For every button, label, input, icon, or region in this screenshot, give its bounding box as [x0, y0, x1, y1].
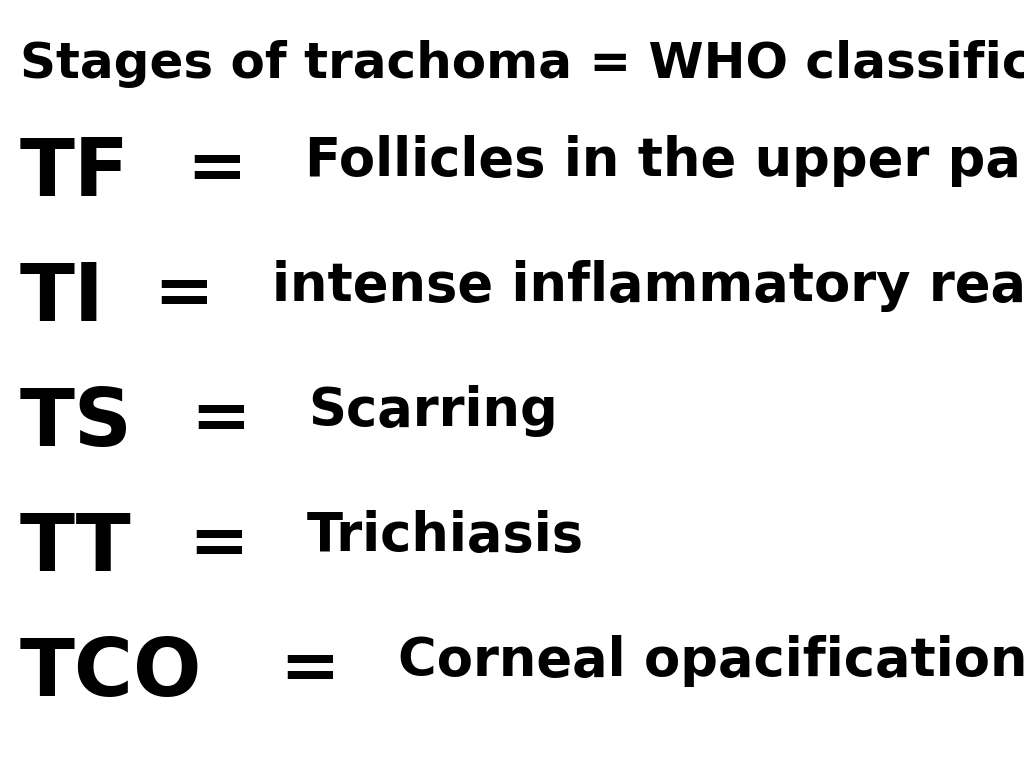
Text: TF: TF — [20, 135, 130, 213]
Text: TI: TI — [20, 260, 104, 338]
Text: Follicles in the upper palpebral conjunctiva: Follicles in the upper palpebral conjunc… — [305, 135, 1024, 187]
Text: Scarring: Scarring — [308, 385, 558, 437]
Text: =: = — [164, 510, 274, 579]
Text: =: = — [255, 635, 366, 704]
Text: =: = — [129, 260, 240, 329]
Text: Trichiasis: Trichiasis — [307, 510, 584, 562]
Text: =: = — [162, 135, 272, 204]
Text: TS: TS — [20, 385, 133, 463]
Text: TT: TT — [20, 510, 132, 588]
Text: intense inflammatory reaction: intense inflammatory reaction — [272, 260, 1024, 312]
Text: Stages of trachoma = WHO classification: Stages of trachoma = WHO classification — [20, 40, 1024, 88]
Text: Corneal opacification: Corneal opacification — [398, 635, 1024, 687]
Text: =: = — [166, 385, 276, 454]
Text: TCO: TCO — [20, 635, 203, 713]
